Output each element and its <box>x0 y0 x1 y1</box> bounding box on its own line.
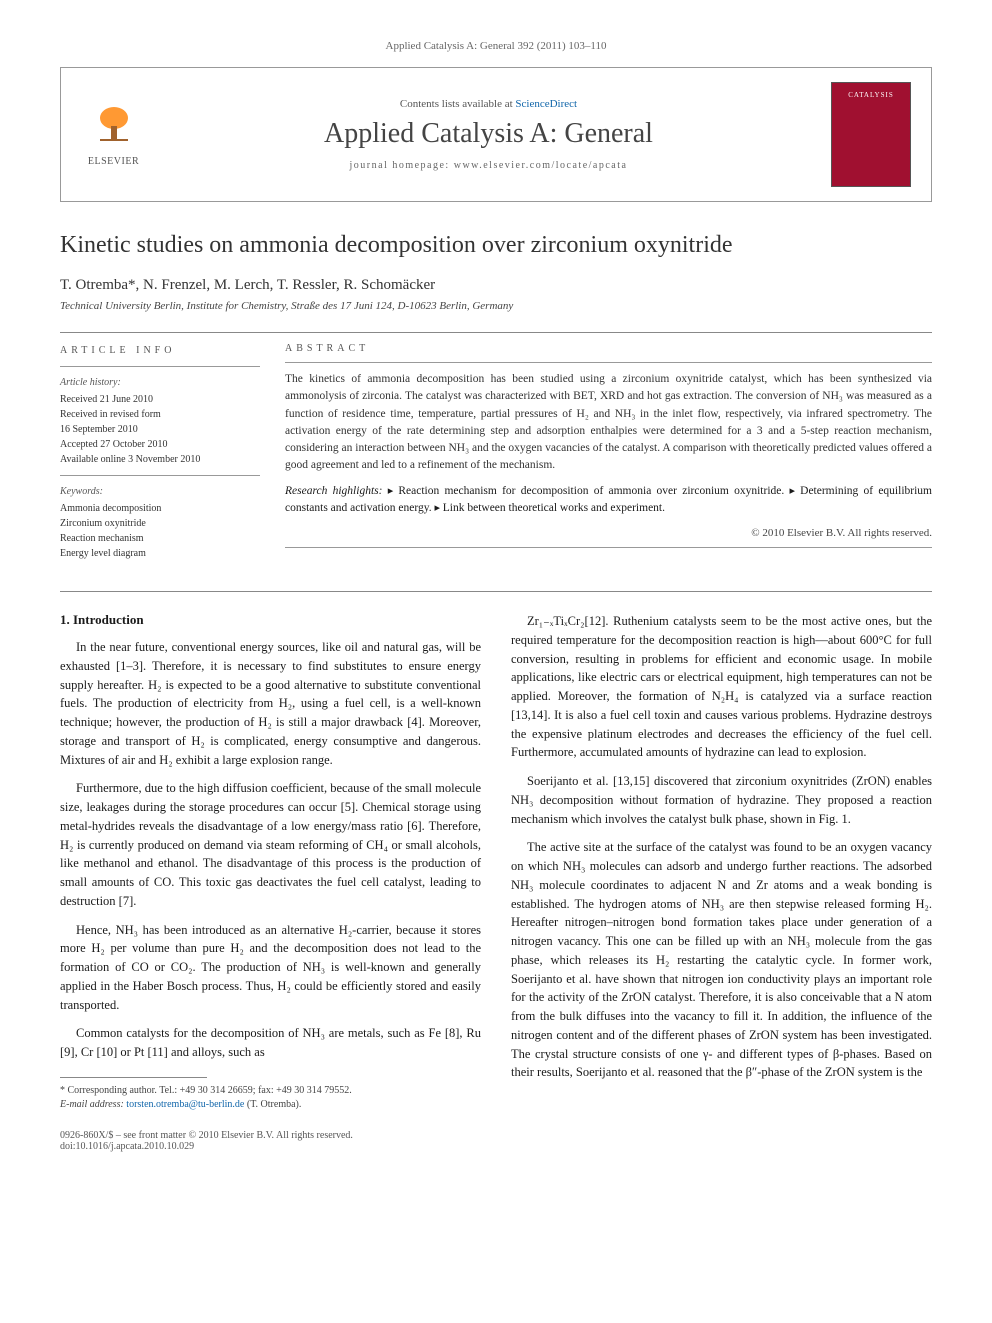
arrow-icon: ▸ <box>790 485 801 497</box>
highlights-label: Research highlights: <box>285 485 382 497</box>
keyword: Zirconium oxynitride <box>60 516 260 531</box>
affiliation: Technical University Berlin, Institute f… <box>60 300 932 312</box>
info-divider <box>60 366 260 367</box>
keyword: Energy level diagram <box>60 546 260 561</box>
abstract-text: The kinetics of ammonia decomposition ha… <box>285 371 932 475</box>
body-paragraph: The active site at the surface of the ca… <box>511 838 932 1082</box>
footnote-separator <box>60 1077 207 1078</box>
body-paragraph: Soerijanto et al. [13,15] discovered tha… <box>511 772 932 828</box>
cover-label: CATALYSIS <box>848 91 893 99</box>
journal-homepage-line: journal homepage: www.elsevier.com/locat… <box>146 160 831 171</box>
journal-cover-thumbnail: CATALYSIS <box>831 82 911 187</box>
highlight-item: Link between theoretical works and exper… <box>443 502 665 514</box>
info-divider <box>60 475 260 476</box>
keyword: Reaction mechanism <box>60 531 260 546</box>
accepted-date: Accepted 27 October 2010 <box>60 437 260 452</box>
history-label: Article history: <box>60 375 260 390</box>
divider <box>60 591 932 592</box>
keyword: Ammonia decomposition <box>60 501 260 516</box>
email-footnote: E-mail address: torsten.otremba@tu-berli… <box>60 1098 481 1112</box>
left-column: 1. Introduction In the near future, conv… <box>60 612 481 1112</box>
sciencedirect-link[interactable]: ScienceDirect <box>515 98 577 110</box>
journal-header-center: Contents lists available at ScienceDirec… <box>146 98 831 171</box>
abstract-bottom-divider <box>285 547 932 548</box>
body-paragraph: Hence, NH₃ has been introduced as an alt… <box>60 921 481 1015</box>
right-column: Zr₁₋ₓTiₓCr₂[12]. Ruthenium catalysts see… <box>511 612 932 1112</box>
contents-available-line: Contents lists available at ScienceDirec… <box>146 98 831 110</box>
publisher-name: ELSEVIER <box>81 156 146 167</box>
doi-line: doi:10.1016/j.apcata.2010.10.029 <box>60 1141 932 1152</box>
highlight-item: Reaction mechanism for decomposition of … <box>398 485 784 497</box>
info-abstract-row: ARTICLE INFO Article history: Received 2… <box>60 343 932 561</box>
body-paragraph: Furthermore, due to the high diffusion c… <box>60 779 481 910</box>
copyright-line: © 2010 Elsevier B.V. All rights reserved… <box>285 527 932 539</box>
journal-title: Applied Catalysis A: General <box>146 118 831 150</box>
online-date: Available online 3 November 2010 <box>60 452 260 467</box>
issn-line: 0926-860X/$ – see front matter © 2010 El… <box>60 1130 932 1141</box>
keywords-label: Keywords: <box>60 484 260 499</box>
body-paragraph: Common catalysts for the decomposition o… <box>60 1024 481 1062</box>
received-revised-label: Received in revised form <box>60 407 260 422</box>
corresponding-author-footnote: * Corresponding author. Tel.: +49 30 314… <box>60 1084 481 1098</box>
body-paragraph: In the near future, conventional energy … <box>60 638 481 769</box>
body-paragraph: Zr₁₋ₓTiₓCr₂[12]. Ruthenium catalysts see… <box>511 612 932 762</box>
publisher-logo: ELSEVIER <box>81 102 146 167</box>
abstract-top-divider <box>285 362 932 363</box>
received-date: Received 21 June 2010 <box>60 392 260 407</box>
contents-prefix: Contents lists available at <box>400 98 515 110</box>
article-info-block: ARTICLE INFO Article history: Received 2… <box>60 343 260 561</box>
body-two-column: 1. Introduction In the near future, conv… <box>60 612 932 1112</box>
elsevier-tree-icon <box>81 102 146 156</box>
section-heading: 1. Introduction <box>60 612 481 628</box>
journal-header-box: ELSEVIER Contents lists available at Sci… <box>60 67 932 202</box>
arrow-icon: ▸ <box>434 502 442 514</box>
email-link[interactable]: torsten.otremba@tu-berlin.de <box>126 1099 244 1110</box>
abstract-heading: ABSTRACT <box>285 343 932 354</box>
divider <box>60 332 932 333</box>
running-head: Applied Catalysis A: General 392 (2011) … <box>60 40 932 52</box>
email-suffix: (T. Otremba). <box>247 1099 302 1110</box>
author-list: T. Otremba*, N. Frenzel, M. Lerch, T. Re… <box>60 277 932 294</box>
research-highlights: Research highlights: ▸ Reaction mechanis… <box>285 483 932 518</box>
arrow-icon: ▸ <box>388 485 399 497</box>
article-title: Kinetic studies on ammonia decomposition… <box>60 232 932 259</box>
abstract-block: ABSTRACT The kinetics of ammonia decompo… <box>285 343 932 561</box>
revised-date: 16 September 2010 <box>60 422 260 437</box>
homepage-url[interactable]: www.elsevier.com/locate/apcata <box>454 160 628 171</box>
homepage-prefix: journal homepage: <box>350 160 454 171</box>
email-label: E-mail address: <box>60 1099 126 1110</box>
page-footer: 0926-860X/$ – see front matter © 2010 El… <box>60 1130 932 1152</box>
article-info-heading: ARTICLE INFO <box>60 343 260 358</box>
